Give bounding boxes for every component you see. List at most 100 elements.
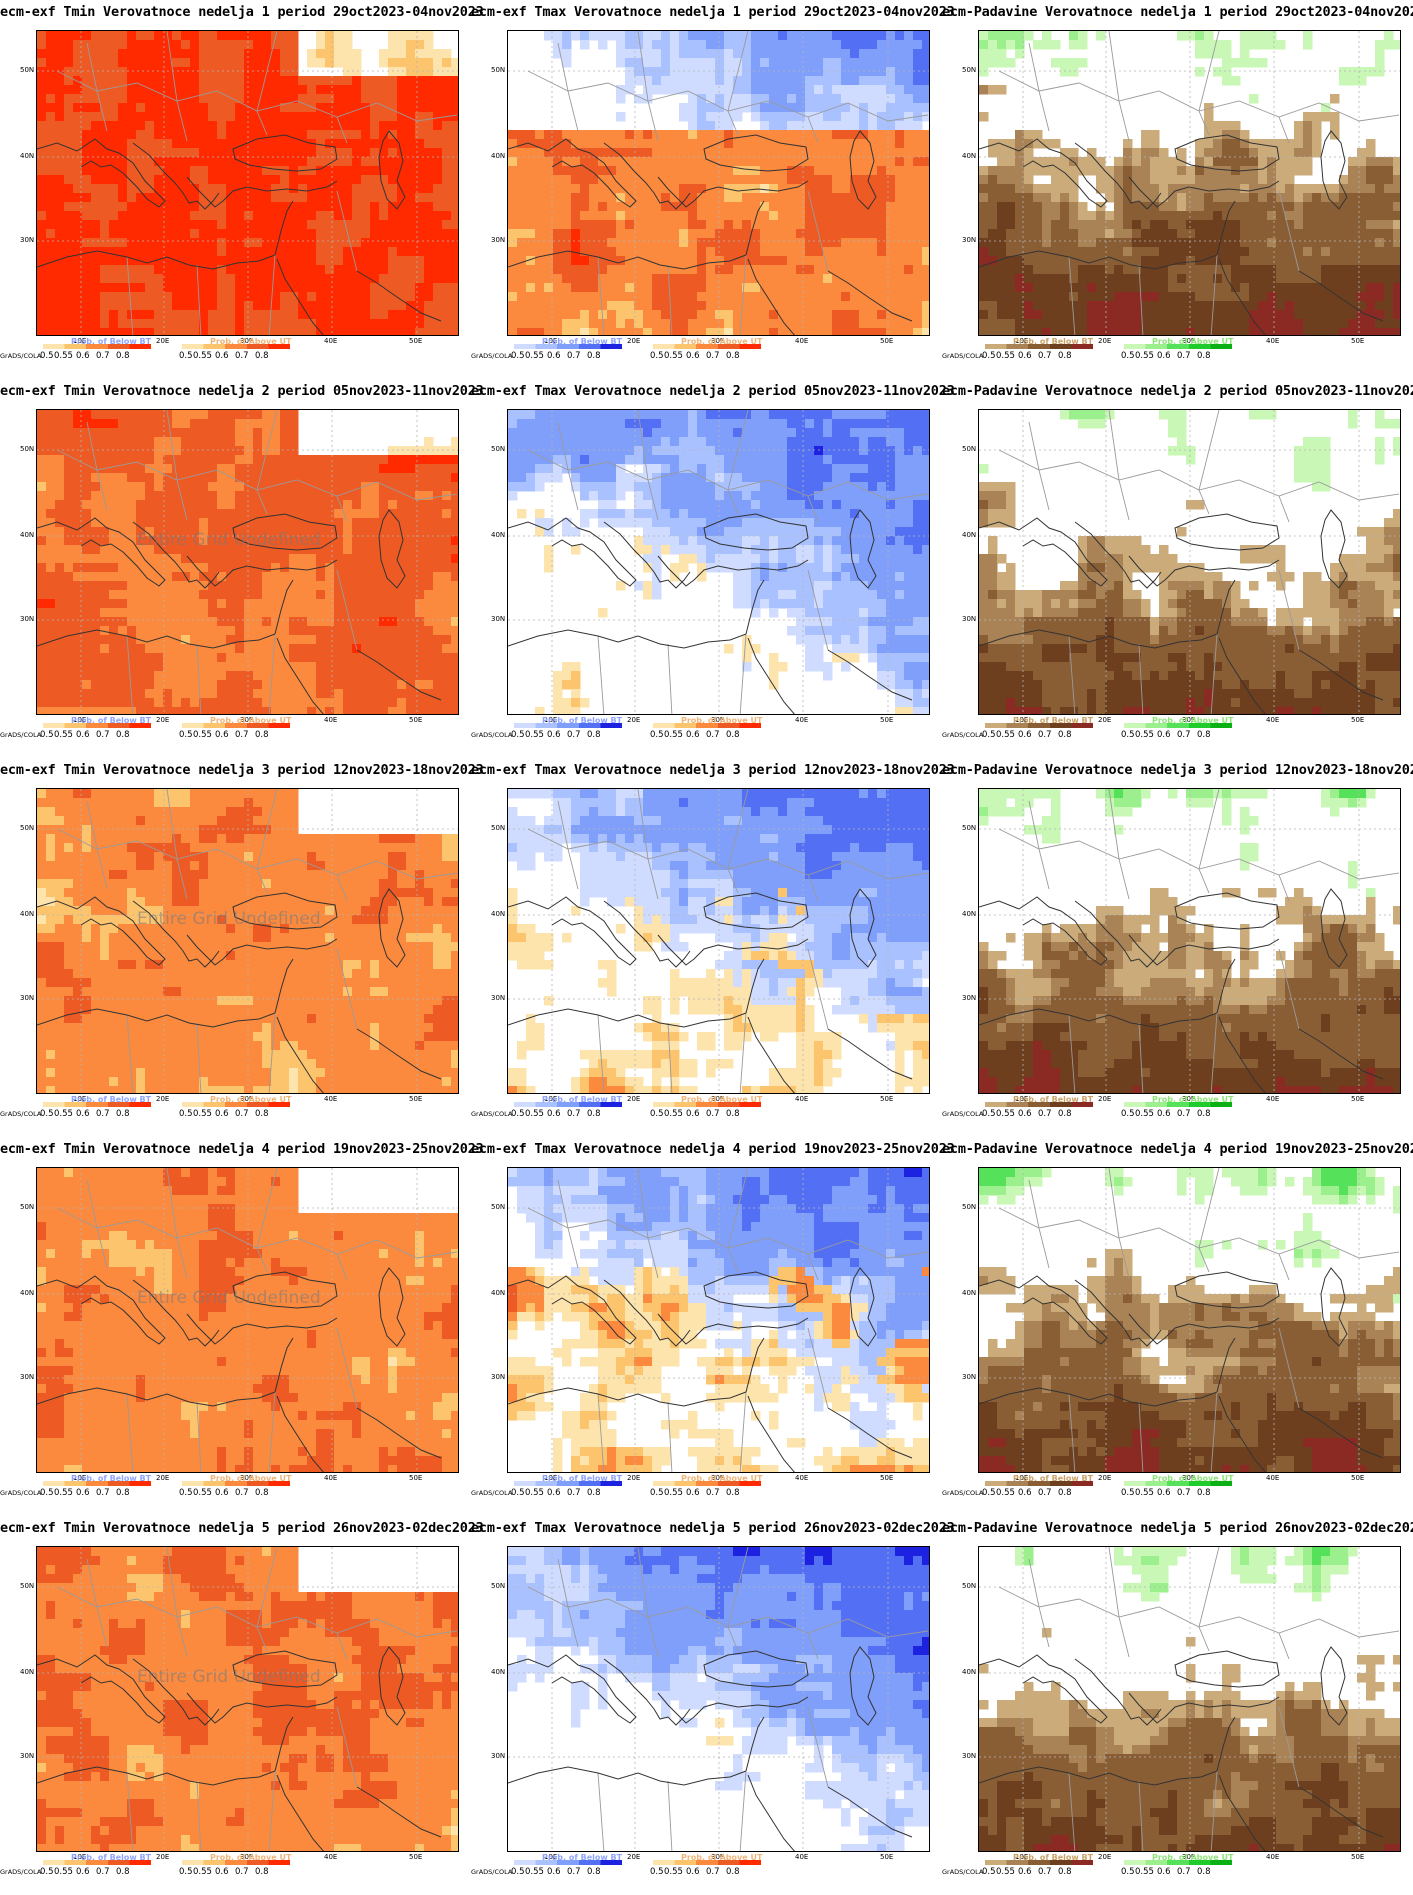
legend-tick-label: 0.55 — [193, 1867, 212, 1877]
legend-tick-label: 0.55 — [1135, 1867, 1154, 1877]
legend-color-bar — [182, 1481, 290, 1486]
latitude-label: 30N — [491, 615, 506, 623]
legend-tick-label: 0.55 — [525, 1488, 544, 1498]
longitude-label: 10E — [544, 337, 558, 345]
legend-color-bar — [182, 1102, 290, 1107]
grads-credit: GrADS/COLA — [0, 1489, 42, 1497]
legend-ticks: 0.5 0.55 0.6 0.7 0.8 — [982, 1867, 1078, 1877]
latitude-label: 50N — [491, 445, 506, 453]
probability-cells — [37, 1168, 458, 1472]
forecast-panel: ecm-exf Tmax Verovatnoce nedelja 5 perio… — [471, 1516, 955, 1895]
longitude-label: 30E — [240, 716, 254, 724]
legend-ticks: 0.5 0.55 0.6 0.7 0.8 — [650, 1109, 746, 1119]
country-borders — [998, 1168, 1400, 1472]
coastlines — [508, 130, 913, 335]
legend-tick-label: 0.5 — [1121, 1488, 1135, 1498]
legend-tick-label: 0.5 — [179, 351, 193, 361]
coastlines — [37, 1646, 442, 1851]
legend-tick-label: 0.8 — [255, 351, 269, 361]
probability-cells — [508, 31, 929, 335]
latitude-label: 50N — [491, 1582, 506, 1590]
longitude-label: 40E — [324, 716, 338, 724]
legend-ticks: 0.5 0.55 0.6 0.7 0.8 — [511, 351, 607, 361]
longitude-label: 30E — [1182, 337, 1196, 345]
graticule — [37, 31, 458, 335]
coastlines — [979, 1646, 1384, 1851]
legend-ticks: 0.5 0.55 0.6 0.7 0.8 — [511, 1488, 607, 1498]
legend-tick-label: 0.55 — [996, 1109, 1015, 1119]
legend-caption: Prob. of Above UT — [210, 716, 292, 725]
legend-tick-label: 0.8 — [1197, 730, 1211, 740]
longitude-label: 40E — [324, 1474, 338, 1482]
probability-map — [978, 409, 1401, 715]
latitude-label: 40N — [20, 152, 35, 160]
legend-tick-label: 0.5 — [40, 1488, 54, 1498]
legend-color-bar — [1124, 1481, 1232, 1486]
legend-ticks: 0.5 0.55 0.6 0.7 0.8 — [1121, 1867, 1217, 1877]
legend-tick-label: 0.6 — [547, 351, 561, 361]
country-borders — [56, 789, 458, 1093]
legend-tick-label: 0.6 — [76, 1109, 90, 1119]
legend-tick-label: 0.6 — [215, 351, 229, 361]
longitude-label: 50E — [880, 1853, 894, 1861]
legend-tick-label: 0.7 — [1177, 1867, 1191, 1877]
legend-ticks: 0.5 0.55 0.6 0.7 0.8 — [1121, 1109, 1217, 1119]
latitude-label: 50N — [20, 1203, 35, 1211]
legend-caption: Prob. of Above UT — [681, 1474, 763, 1483]
longitude-label: 50E — [880, 1095, 894, 1103]
legend-tick-label: 0.55 — [664, 1867, 683, 1877]
forecast-panel: ecm-exf Tmin Verovatnoce nedelja 3 perio… — [0, 758, 484, 1137]
legend-tick-label: 0.5 — [40, 1867, 54, 1877]
latitude-label: 30N — [491, 1373, 506, 1381]
legend-tick-label: 0.7 — [96, 351, 110, 361]
legend-tick-label: 0.6 — [1018, 1867, 1032, 1877]
probability-cells — [37, 789, 458, 1093]
legend-tick-label: 0.7 — [1177, 730, 1191, 740]
legend-color-bar — [985, 1102, 1093, 1107]
legend-color-bar — [985, 1481, 1093, 1486]
legend-color-bar — [514, 1860, 622, 1865]
panel-title: ecm-exf Tmin Verovatnoce nedelja 5 perio… — [0, 1520, 484, 1536]
legend-tick-label: 0.7 — [567, 1109, 581, 1119]
legend-caption: Prob. of Above UT — [681, 716, 763, 725]
latitude-label: 30N — [962, 615, 977, 623]
grads-credit: GrADS/COLA — [471, 1489, 513, 1497]
legend-ticks: 0.5 0.55 0.6 0.7 0.8 — [40, 351, 136, 361]
undefined-grid-label: Entire Grid Undefined — [137, 530, 321, 550]
probability-cells — [979, 789, 1400, 1093]
legend-tick-label: 0.5 — [511, 351, 525, 361]
legend-tick-label: 0.5 — [511, 1867, 525, 1877]
latitude-label: 50N — [20, 445, 35, 453]
legend-ticks: 0.5 0.55 0.6 0.7 0.8 — [179, 730, 275, 740]
legend-tick-label: 0.5 — [511, 730, 525, 740]
latitude-label: 40N — [491, 1668, 506, 1676]
legend-tick-label: 0.55 — [525, 730, 544, 740]
longitude-label: 20E — [156, 1853, 170, 1861]
legend-tick-label: 0.6 — [76, 1867, 90, 1877]
legend-caption: Prob. of Above UT — [1152, 716, 1234, 725]
legend-tick-label: 0.8 — [1197, 351, 1211, 361]
longitude-label: 30E — [240, 1474, 254, 1482]
forecast-panel: ecm-exf Tmax Verovatnoce nedelja 2 perio… — [471, 379, 955, 758]
legend-tick-label: 0.5 — [179, 1109, 193, 1119]
legend-caption: Prob. of Above UT — [1152, 1853, 1234, 1862]
latitude-label: 30N — [962, 236, 977, 244]
legend-tick-label: 0.55 — [664, 1109, 683, 1119]
legend-tick-label: 0.7 — [706, 1109, 720, 1119]
legend-tick-label: 0.6 — [1018, 351, 1032, 361]
legend-tick-label: 0.7 — [235, 1488, 249, 1498]
legend-color-bar — [43, 1860, 151, 1865]
legend-caption: Prob. of Below BT — [542, 337, 623, 346]
coastlines — [979, 130, 1384, 335]
legend-tick-label: 0.55 — [54, 1488, 73, 1498]
legend-ticks: 0.5 0.55 0.6 0.7 0.8 — [40, 1488, 136, 1498]
panel-title: ecm-exf Tmin Verovatnoce nedelja 1 perio… — [0, 4, 484, 20]
legend-tick-label: 0.6 — [547, 1109, 561, 1119]
legend-tick-label: 0.55 — [1135, 730, 1154, 740]
legend-tick-label: 0.5 — [982, 730, 996, 740]
probability-map — [507, 30, 930, 336]
probability-map — [507, 1167, 930, 1473]
legend-caption: Prob. of Below BT — [71, 716, 152, 725]
legend-tick-label: 0.8 — [1058, 351, 1072, 361]
country-borders — [527, 1547, 929, 1851]
